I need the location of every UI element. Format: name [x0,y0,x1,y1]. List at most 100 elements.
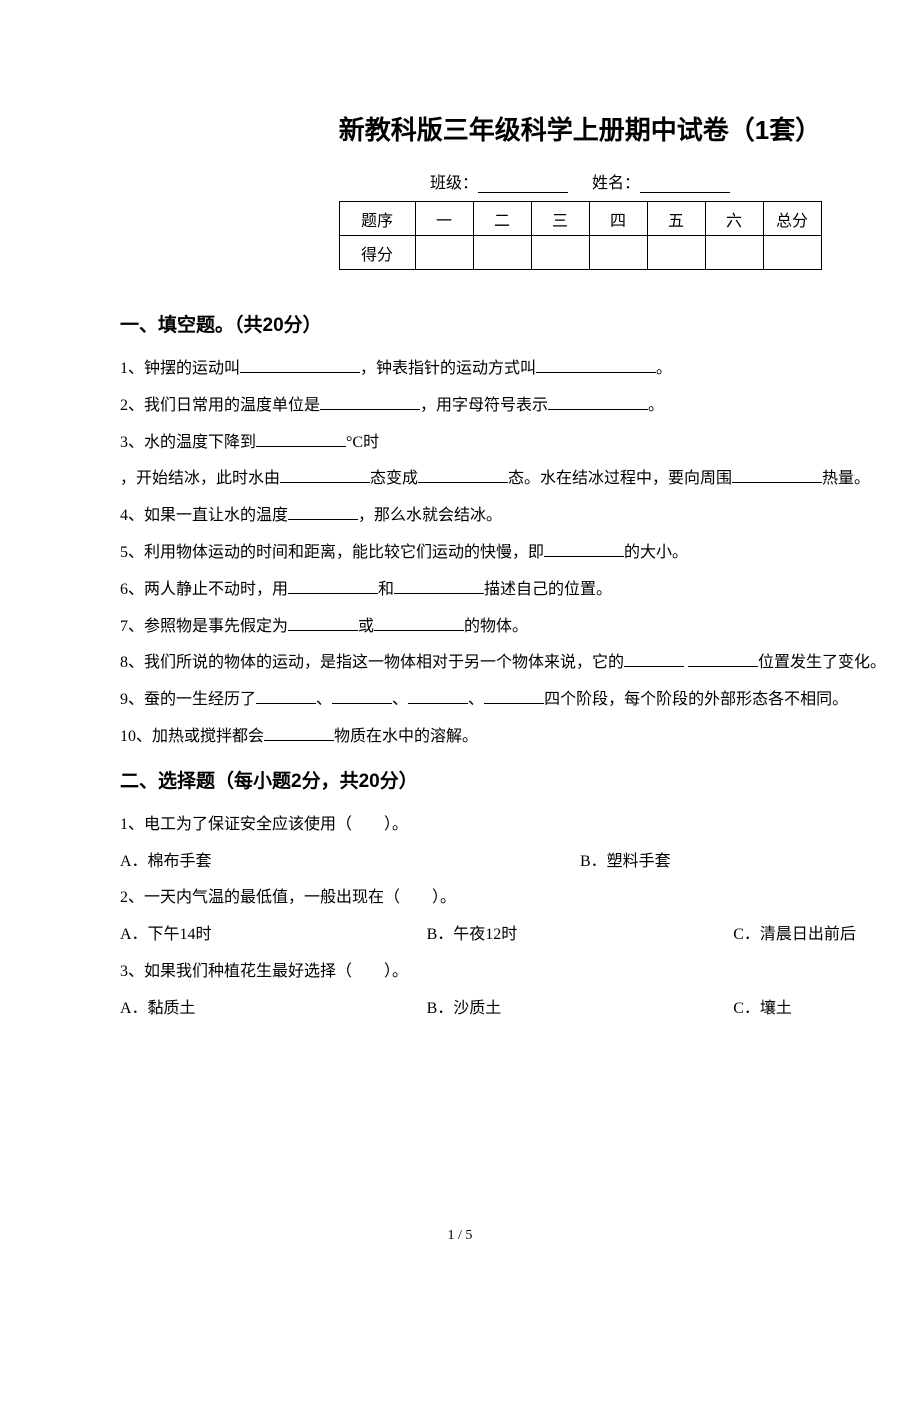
cell-header-label: 题序 [339,202,415,236]
option-a: A．下午14时 [120,917,427,954]
question-2-2-options: A．下午14时 B．午夜12时 C．清晨日出前后 [120,917,920,954]
cell-col-1: 一 [415,202,473,236]
fill-blank [548,396,648,410]
question-1-8: 8、我们所说的物体的运动，是指这一物体相对于另一个物体来说，它的 位置发生了变化… [120,645,920,682]
fill-blank [544,543,624,557]
fill-blank [374,617,464,631]
text: ，钟表指针的运动方式叫 [360,360,536,377]
text: 位置发生了变化。 [758,654,886,671]
cell-blank [705,236,763,270]
text: 描述自己的位置。 [484,581,612,598]
text: 、 [468,691,484,708]
text: 3、水的温度下降到 [120,434,256,451]
text: 的物体。 [464,618,528,635]
text: °C时 [346,434,379,451]
score-table: 题序 一 二 三 四 五 六 总分 得分 [339,201,822,270]
fill-blank [394,580,484,594]
fill-blank [240,359,360,373]
section-1-heading: 一、填空题。（共20分） [120,310,920,337]
option-c: C．壤土 [733,991,920,1028]
fill-blank [256,690,316,704]
table-row-header: 题序 一 二 三 四 五 六 总分 [339,202,821,236]
text: 2、我们日常用的温度单位是 [120,397,320,414]
cell-score-label: 得分 [339,236,415,270]
section-2-heading: 二、选择题（每小题2分，共20分） [120,766,920,793]
text: 6、两人静止不动时，用 [120,581,288,598]
text: 、 [392,691,408,708]
option-b: B．沙质土 [427,991,734,1028]
text: 态。水在结冰过程中，要向周围 [508,470,732,487]
text: ，那么水就会结冰。 [358,507,502,524]
option-a: A．棉布手套 [120,844,580,881]
fill-blank [624,653,684,667]
text: 8、我们所说的物体的运动，是指这一物体相对于另一个物体来说，它的 [120,654,624,671]
class-blank [478,177,568,193]
option-b: B．午夜12时 [427,917,734,954]
fill-blank [288,506,358,520]
option-c: C．清晨日出前后 [733,917,920,954]
cell-blank [647,236,705,270]
text: 7、参照物是事先假定为 [120,618,288,635]
cell-col-4: 四 [589,202,647,236]
text: 热量。 [822,470,870,487]
fill-blank [288,580,378,594]
question-2-1: 1、电工为了保证安全应该使用（ ）。 [120,807,920,844]
class-label: 班级： [430,175,478,192]
fill-blank [264,727,334,741]
cell-blank [763,236,821,270]
question-1-10: 10、加热或搅拌都会 物质在水中的溶解。 [120,719,920,756]
fill-blank [280,469,370,483]
text: 或 [358,618,374,635]
question-1-7: 7、参照物是事先假定为 或 的物体。 [120,609,920,646]
question-2-3: 3、如果我们种植花生最好选择（ ）。 [120,954,920,991]
fill-blank [732,469,822,483]
cell-col-6: 六 [705,202,763,236]
fill-blank [418,469,508,483]
text: 物质在水中的溶解。 [334,728,478,745]
text: 9、蚕的一生经历了 [120,691,256,708]
fill-blank [688,653,758,667]
text: 10、加热或搅拌都会 [120,728,264,745]
text: 态变成 [370,470,418,487]
fill-blank [256,433,346,447]
page-number: 1 / 5 [0,1228,920,1244]
cell-blank [473,236,531,270]
text: ，开始结冰，此时水由 [120,470,280,487]
exam-title: 新教科版三年级科学上册期中试卷（1套） [120,110,920,147]
text: 四个阶段，每个阶段的外部形态各不相同。 [544,691,848,708]
fill-blank [536,359,656,373]
fill-blank [484,690,544,704]
question-1-6: 6、两人静止不动时，用 和 描述自己的位置。 [120,572,920,609]
question-1-4: 4、如果一直让水的温度 ，那么水就会结冰。 [120,498,920,535]
option-b: B．塑料手套 [580,844,920,881]
cell-col-3: 三 [531,202,589,236]
question-1-3: 3、水的温度下降到 °C时 ，开始结冰，此时水由 态变成 态。水在结冰过程中，要向周围… [120,425,920,499]
text: 的大小。 [624,544,688,561]
text: 。 [656,360,672,377]
question-1-2: 2、我们日常用的温度单位是 ，用字母符号表示 。 [120,388,920,425]
fill-blank [288,617,358,631]
text: 和 [378,581,394,598]
text: 1、钟摆的运动叫 [120,360,240,377]
question-1-9: 9、蚕的一生经历了 、 、 、 四个阶段，每个阶段的外部形态各不相同。 [120,682,920,719]
cell-blank [589,236,647,270]
name-blank [640,177,730,193]
option-a: A．黏质土 [120,991,427,1028]
text: 5、利用物体运动的时间和距离，能比较它们运动的快慢，即 [120,544,544,561]
question-2-2: 2、一天内气温的最低值，一般出现在（ ）。 [120,880,920,917]
question-1-5: 5、利用物体运动的时间和距离，能比较它们运动的快慢，即 的大小。 [120,535,920,572]
cell-blank [415,236,473,270]
fill-blank [332,690,392,704]
text: 、 [316,691,332,708]
text: ，用字母符号表示 [420,397,548,414]
text: 。 [648,397,664,414]
name-label: 姓名： [592,175,640,192]
info-line: 班级： 姓名： [120,169,920,193]
cell-col-5: 五 [647,202,705,236]
cell-total: 总分 [763,202,821,236]
fill-blank [320,396,420,410]
question-2-3-options: A．黏质土 B．沙质土 C．壤土 [120,991,920,1028]
text: 4、如果一直让水的温度 [120,507,288,524]
question-2-1-options: A．棉布手套 B．塑料手套 [120,844,920,881]
cell-blank [531,236,589,270]
